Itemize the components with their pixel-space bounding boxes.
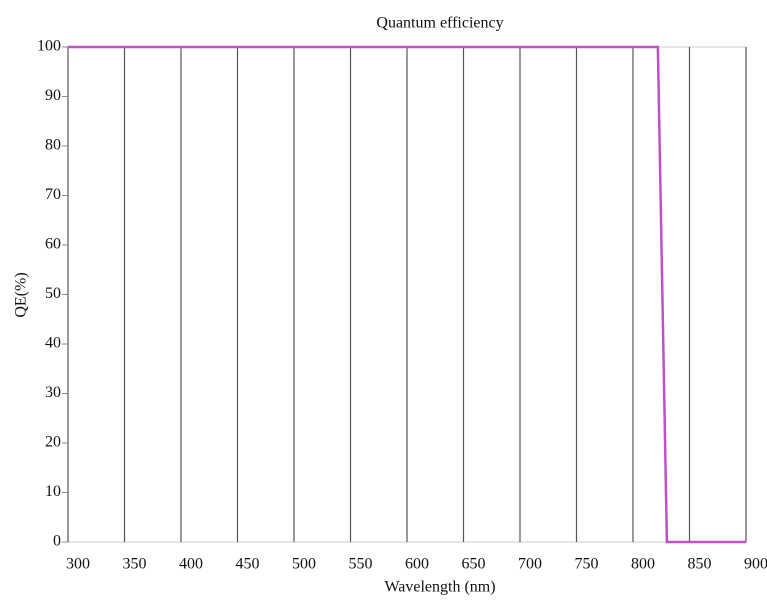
x-tick-label: 450 xyxy=(236,556,260,573)
x-tick-label: 500 xyxy=(292,556,316,573)
x-tick-label: 550 xyxy=(349,556,373,573)
y-tick-label: 100 xyxy=(37,38,61,55)
x-tick-label: 600 xyxy=(405,556,429,573)
y-tick-label: 0 xyxy=(53,533,61,550)
chart-title: Quantum efficiency xyxy=(376,15,503,32)
y-tick-label: 70 xyxy=(45,186,61,203)
x-tick-label: 850 xyxy=(688,556,712,573)
y-tick-label: 10 xyxy=(45,483,61,500)
x-tick-label: 700 xyxy=(518,556,542,573)
y-tick-label: 30 xyxy=(45,384,61,401)
x-axis-label: Wavelength (nm) xyxy=(384,579,495,596)
y-tick-label: 40 xyxy=(45,335,61,352)
x-tick-label: 750 xyxy=(575,556,599,573)
y-tick-label: 20 xyxy=(45,434,61,451)
x-tick-label: 400 xyxy=(179,556,203,573)
y-tick-label: 50 xyxy=(45,285,61,302)
line-series xyxy=(68,45,746,544)
y-tick-label: 90 xyxy=(45,87,61,104)
x-tick-label: 900 xyxy=(744,556,767,573)
x-tick-label: 650 xyxy=(462,556,486,573)
x-tick-label: 800 xyxy=(631,556,655,573)
x-tick-label: 300 xyxy=(66,556,90,573)
y-axis-label: QE(%) xyxy=(13,272,30,317)
x-tick-label: 350 xyxy=(123,556,147,573)
y-tick-label: 60 xyxy=(45,236,61,253)
y-tick-label: 80 xyxy=(45,137,61,154)
